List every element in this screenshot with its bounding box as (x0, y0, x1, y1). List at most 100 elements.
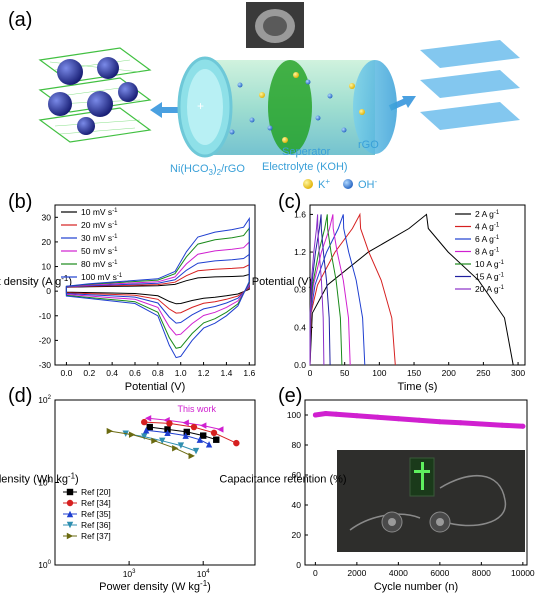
cv-plot-frame (54, 204, 256, 366)
cv-curve-0 (65, 273, 250, 305)
electrolyte-label: Electrolyte (KOH) (262, 161, 348, 173)
ragone-point (200, 422, 207, 429)
cycling-point (478, 421, 484, 427)
panel-e-label: (e) (278, 385, 302, 407)
panel-a: (a) (8, 2, 520, 191)
k-ion-icon (303, 179, 313, 189)
supercapacitor-cell: + (177, 56, 397, 158)
gcd-x-tick-label: 0 (308, 368, 313, 378)
cv-x-tick-label: 0.4 (106, 368, 118, 378)
cv-y-tick-label: 20 (42, 237, 52, 247)
ragone-legend-label: Ref [36] (81, 520, 111, 530)
cycling-y-tick-label: 20 (292, 530, 302, 540)
gcd-curve-4 (309, 214, 343, 366)
cv-x-tick-label: 1.6 (243, 368, 255, 378)
cycling-chart: 0 2000 4000 6000 8000 10000 0 20 40 60 80 100 Cycle … (219, 399, 535, 593)
gcd-x-tick-label: 250 (476, 368, 490, 378)
cv-legend-label: 100 mV s-1 (81, 272, 123, 282)
ragone-y-tick-label: 101 (38, 478, 51, 488)
left-electrode-label: Ni(HCO3)2/rGO (170, 163, 245, 177)
cv-legend-label: 80 mV s-1 (81, 259, 118, 269)
cycling-x-tick-label: 10000 (511, 568, 535, 578)
ragone-point (182, 419, 189, 426)
cv-y-tick-label: 30 (42, 212, 52, 222)
ragone-legend-marker (66, 532, 74, 540)
gcd-legend-label: 6 A g-1 (475, 234, 500, 244)
cycling-y-tick-label: 40 (292, 500, 302, 510)
cv-x-tick-label: 0.6 (129, 368, 141, 378)
ragone-legend-label: Ref [20] (81, 487, 111, 497)
gcd-curve-1 (309, 212, 396, 366)
cv-x-tick-label: 1.2 (198, 368, 210, 378)
ragone-point (233, 439, 240, 447)
ragone-point (141, 433, 148, 440)
ragone-point (196, 436, 204, 443)
gcd-x-tick-label: 200 (442, 368, 456, 378)
cv-curve-2 (65, 253, 250, 324)
ragone-point (210, 429, 218, 437)
cycling-x-tick-label: 2000 (347, 568, 366, 578)
separator-label: Seperator (282, 146, 331, 158)
cycling-y-tick-label: 80 (292, 440, 302, 450)
cycling-point (312, 412, 318, 418)
ragone-point (144, 415, 152, 422)
gcd-y-tick-label: 0.0 (294, 360, 306, 370)
cycling-x-tick-label: 0 (313, 568, 318, 578)
ragone-point (183, 428, 190, 436)
rgo-illustration (420, 40, 520, 130)
svg-text:Time (s): Time (s) (398, 381, 438, 393)
svg-text:+: + (197, 99, 204, 113)
cv-curve-3 (65, 240, 250, 336)
cv-x-tick-label: 1.4 (221, 368, 233, 378)
ragone-point (172, 445, 179, 452)
ragone-point (166, 420, 173, 427)
cv-y-tick-label: -30 (39, 360, 52, 370)
ragone-legend-marker (66, 510, 74, 518)
gcd-legend-label: 10 A g-1 (475, 259, 505, 269)
ragone-legend-marker (66, 521, 74, 529)
cv-x-tick-label: 1.0 (175, 368, 187, 378)
oh-legend-label: OH- (358, 177, 378, 191)
ragone-point (141, 418, 148, 426)
ragone-y-tick-label: 102 (38, 395, 51, 405)
cycling-point (354, 413, 360, 419)
ragone-legend-label: Ref [34] (81, 498, 111, 508)
gcd-legend-label: 4 A g-1 (475, 222, 500, 232)
cycling-y-tick-label: 0 (296, 560, 301, 570)
ragone-point (200, 432, 207, 439)
cycling-y-tick-label: 60 (292, 470, 302, 480)
ragone-line-0 (147, 417, 221, 430)
cycling-y-tick-label: 100 (287, 410, 301, 420)
true: Current density (A g-1) (0, 274, 72, 288)
gcd-y-tick-label: 1.6 (294, 209, 306, 219)
cv-y-tick-label: 10 (42, 262, 52, 272)
separator-disc (268, 60, 312, 154)
panel-c-label: (c) (278, 191, 301, 213)
gcd-x-tick-label: 300 (511, 368, 525, 378)
cycling-point (395, 416, 401, 422)
ragone-y-tick-label: 100 (38, 560, 51, 570)
gcd-x-tick-label: 50 (340, 368, 350, 378)
cv-legend-label: 50 mV s-1 (81, 246, 118, 256)
ragone-point (164, 426, 171, 433)
ragone-point (217, 426, 224, 433)
cycling-x-tick-label: 8000 (472, 568, 491, 578)
svg-text:Cycle number (n): Cycle number (n) (374, 581, 458, 593)
true: Potential (V) (252, 276, 313, 288)
ragone-point (192, 447, 200, 455)
cv-x-tick-label: 0.0 (61, 368, 73, 378)
ragone-chart: 103 104 100 101 102 Power density (W kg-1) Ene… (0, 395, 256, 593)
ragone-annotation: This work (178, 404, 217, 414)
gcd-chart: 0 50 100 150 200 250 300 0.0 0.4 0.8 1.2 1.6 Time (s… (252, 204, 526, 393)
ragone-x-tick-label: 103 (123, 569, 136, 579)
k-legend-label: K+ (318, 177, 330, 191)
gcd-x-tick-label: 150 (407, 368, 421, 378)
ragone-point (146, 423, 153, 431)
gcd-x-tick-label: 100 (372, 368, 386, 378)
cv-chart: 0.0 0.2 0.4 0.6 0.8 1.0 1.2 1.4 1.6 -30 -20 -10 0 10 2… (0, 204, 256, 393)
cycling-point (375, 414, 381, 420)
cycling-point (437, 419, 443, 425)
cv-x-tick-label: 0.2 (83, 368, 95, 378)
panel-a-label: (a) (8, 9, 32, 31)
